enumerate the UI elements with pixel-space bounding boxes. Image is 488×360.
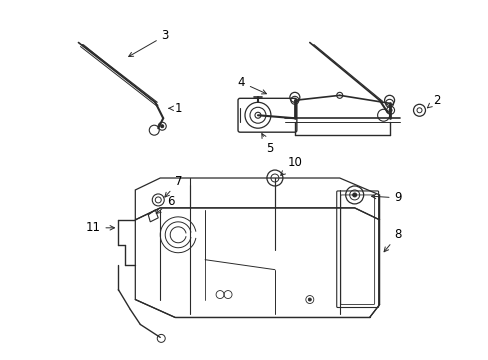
Text: 1: 1 [168,102,182,115]
Text: 3: 3 [128,29,168,57]
Circle shape [388,109,391,112]
Text: 6: 6 [156,195,174,213]
Circle shape [308,298,311,301]
Text: 10: 10 [280,156,302,175]
Text: 7: 7 [164,175,182,197]
Circle shape [352,193,356,197]
Text: 5: 5 [261,134,273,155]
Text: 4: 4 [237,76,266,94]
Circle shape [161,125,163,128]
Text: 2: 2 [427,94,439,108]
Text: 11: 11 [85,221,114,234]
Text: 8: 8 [383,228,401,252]
Text: 9: 9 [371,192,401,204]
